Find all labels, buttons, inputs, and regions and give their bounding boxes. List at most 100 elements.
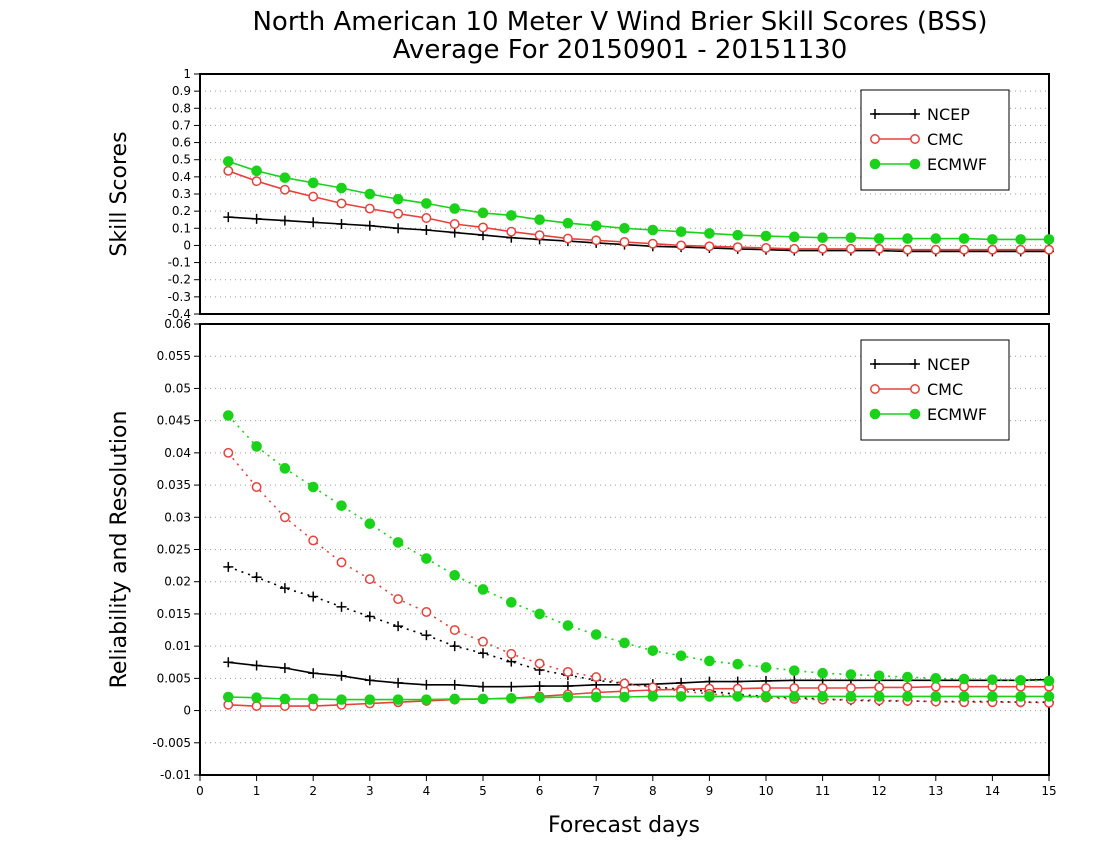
ecmwf-reliability-point bbox=[619, 691, 630, 703]
x-tick-label: 9 bbox=[706, 784, 714, 798]
ecmwf-reliability-point bbox=[307, 693, 319, 705]
cmc-point bbox=[959, 244, 970, 255]
ncep-point bbox=[449, 227, 460, 238]
ncep-reliability-point bbox=[449, 679, 460, 690]
legend-box bbox=[860, 339, 1010, 441]
y-axis-label: Skill Scores bbox=[107, 131, 132, 256]
cmc-point bbox=[817, 243, 828, 254]
cmc-point bbox=[223, 165, 234, 176]
ecmwf-resolution-point bbox=[760, 662, 772, 673]
ncep-reliability-point bbox=[478, 681, 488, 692]
y-tick-label: 0.4 bbox=[172, 170, 191, 184]
x-tick-label: 3 bbox=[366, 784, 374, 798]
ecmwf-resolution-point bbox=[987, 674, 998, 685]
ecmwf-point bbox=[506, 210, 517, 221]
ecmwf-resolution-point bbox=[223, 410, 234, 421]
ecmwf-resolution-point bbox=[534, 608, 545, 620]
ncep-resolution-point bbox=[308, 591, 319, 602]
y-tick-label: 0.005 bbox=[157, 671, 191, 685]
legend-marker bbox=[910, 109, 920, 119]
ncep-resolution-point bbox=[279, 583, 290, 594]
legend-marker bbox=[909, 158, 921, 170]
y-tick-label: 0.6 bbox=[172, 136, 191, 150]
y-tick-label: 0.9 bbox=[172, 84, 191, 98]
legend-label-ecmwf: ECMWF bbox=[927, 405, 987, 424]
cmc-point bbox=[279, 184, 290, 195]
ecmwf-resolution-point bbox=[789, 665, 800, 676]
ecmwf-resolution-point bbox=[873, 670, 885, 682]
cmc-point bbox=[676, 240, 687, 251]
y-tick-label: 0.02 bbox=[164, 575, 191, 589]
ecmwf-reliability-point bbox=[789, 691, 800, 702]
legend-marker bbox=[910, 359, 920, 369]
cmc-resolution-line bbox=[227, 452, 1050, 704]
cmc-resolution-point bbox=[251, 482, 262, 492]
ecmwf-resolution-point bbox=[619, 637, 630, 649]
ecmwf-point bbox=[873, 233, 885, 244]
cmc-point bbox=[761, 243, 771, 253]
ecmwf-point bbox=[477, 207, 489, 219]
x-tick-label: 2 bbox=[309, 784, 317, 798]
ecmwf-resolution-point bbox=[421, 553, 432, 564]
ecmwf-point bbox=[647, 224, 659, 236]
ecmwf-reliability-point bbox=[817, 691, 828, 702]
ecmwf-reliability-point bbox=[534, 692, 545, 703]
ecmwf-resolution-point bbox=[336, 500, 347, 511]
cmc-point bbox=[874, 243, 885, 254]
x-tick-label: 10 bbox=[758, 784, 773, 798]
cmc-resolution-point bbox=[591, 672, 602, 683]
reliability-resolution-panel: 0.06 0.055 0.05 0.045 0.04 0.035 0.03 0.025 0.02… bbox=[107, 317, 1055, 782]
legend-marker bbox=[870, 134, 880, 144]
ncep-reliability-point bbox=[506, 681, 517, 692]
ecmwf-reliability-point bbox=[873, 691, 885, 702]
ecmwf-resolution-point bbox=[251, 441, 262, 452]
x-tick-label: 4 bbox=[423, 784, 431, 798]
ncep-resolution-point bbox=[393, 621, 404, 632]
ncep-reliability-point bbox=[308, 668, 319, 679]
cmc-point bbox=[308, 191, 319, 202]
x-tick-label: 11 bbox=[815, 784, 830, 798]
ecmwf-point bbox=[590, 220, 602, 232]
ecmwf-point bbox=[845, 232, 857, 244]
cmc-reliability-point bbox=[817, 683, 828, 693]
cmc-point bbox=[647, 238, 658, 249]
ecmwf-resolution-point bbox=[307, 481, 319, 493]
cmc-reliability-point bbox=[251, 701, 262, 712]
ecmwf-reliability-point bbox=[1015, 691, 1027, 702]
cmc-resolution-point bbox=[534, 658, 545, 669]
ecmwf-resolution-point bbox=[958, 673, 970, 685]
cmc-point bbox=[534, 230, 545, 241]
y-tick-label: 0 bbox=[183, 704, 191, 718]
ecmwf-resolution-point bbox=[392, 537, 404, 548]
cmc-resolution-point bbox=[223, 447, 234, 458]
y-tick-label: 0.015 bbox=[157, 607, 191, 621]
cmc-resolution-point bbox=[619, 678, 630, 689]
ecmwf-point bbox=[789, 231, 800, 243]
ncep-resolution-point bbox=[251, 572, 262, 583]
ecmwf-reliability-point bbox=[336, 694, 347, 705]
ecmwf-resolution-point bbox=[590, 629, 602, 640]
ecmwf-reliability-point bbox=[421, 694, 432, 705]
ncep-line bbox=[228, 216, 1049, 253]
ecmwf-point bbox=[1043, 234, 1055, 245]
ecmwf-point bbox=[675, 226, 687, 238]
ncep-resolution-point bbox=[364, 611, 375, 622]
ecmwf-point bbox=[760, 230, 772, 242]
legend-marker bbox=[869, 408, 881, 420]
y-tick-label: -0.4 bbox=[168, 307, 191, 321]
x-tick-label: 15 bbox=[1041, 784, 1056, 798]
ecmwf-reliability-point bbox=[732, 691, 744, 702]
ncep-point bbox=[336, 219, 347, 229]
x-axis: 0 1 2 3 4 5 6 7 8 9 10 11 12 13 14 15 bbox=[196, 775, 1057, 798]
cmc-resolution-point bbox=[562, 666, 573, 677]
ecmwf-reliability-point bbox=[477, 693, 489, 705]
ecmwf-reliability-point bbox=[251, 692, 262, 703]
y-tick-label: 0.06 bbox=[164, 317, 191, 331]
y-tick-label: 0.045 bbox=[157, 414, 191, 428]
ecmwf-resolution-point bbox=[704, 655, 715, 667]
y-tick-label: -0.005 bbox=[152, 736, 191, 750]
y-tick-label: 0.04 bbox=[164, 446, 191, 460]
skill-scores-panel: 1 0.9 0.8 0.7 0.6 0.5 0.4 0.3 0.2 0.1 0 -0.1 -0.2 -0.… bbox=[107, 67, 1055, 321]
y-tick-label: 0.7 bbox=[172, 118, 191, 132]
ecmwf-resolution-point bbox=[1015, 674, 1027, 686]
